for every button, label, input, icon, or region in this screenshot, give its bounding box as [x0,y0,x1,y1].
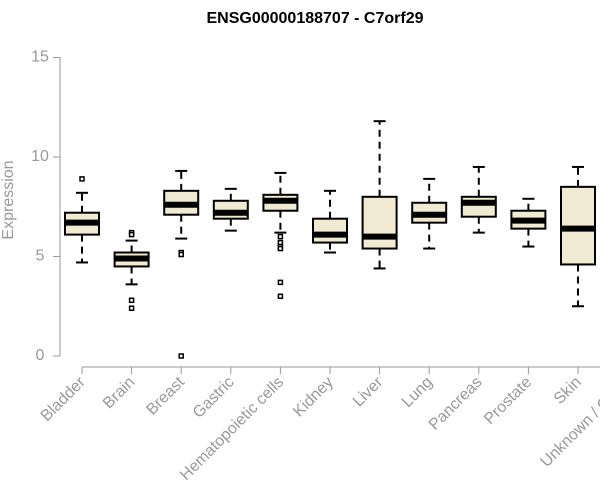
chart-title: ENSG00000188707 - C7orf29 [206,10,423,27]
box-pancreas [460,165,497,234]
x-tick-label: Pancreas [426,374,486,434]
outlier-point [79,176,85,182]
y-tick-label: 10 [31,148,49,165]
x-tick-label: Lung [399,374,436,411]
outlier-point [128,231,135,238]
outlier-point [277,293,284,300]
x-tick-label: Brain [100,374,138,412]
outlier-point [178,251,184,258]
x-tick-label: Kidney [290,374,337,421]
y-tick-label: 5 [36,248,45,265]
x-tick-label: Skin [551,374,585,408]
box-iqr [312,217,348,244]
y-tick-label: 15 [31,49,49,66]
outlier-point [128,297,135,304]
box-liver [361,120,398,270]
box-lung [411,177,448,250]
x-tick-label: Prostate [481,374,535,428]
outlier-point [178,353,184,359]
outlier-point [128,305,135,311]
box-skin [560,165,596,308]
x-tick-label: Gastric [190,374,238,422]
outlier-point [277,245,284,252]
x-tick-label: Breast [143,373,188,418]
boxes [64,120,596,359]
box-kidney [312,189,348,254]
box-prostate [510,197,547,248]
x-tick-label: Liver [350,373,387,410]
box-hematopoietic-cells [262,171,299,300]
y-tick-label: 0 [36,347,45,364]
box-breast [163,169,200,359]
y-axis-label: Expression [0,160,17,239]
box-bladder [64,176,100,264]
box-brain [113,229,150,311]
box-gastric [212,187,249,232]
x-tick-label: Bladder [38,373,89,424]
y-axis: 0 5 10 15 [31,49,61,364]
box-iqr [361,195,398,250]
outlier-point [277,279,284,286]
outlier-point [277,233,284,240]
